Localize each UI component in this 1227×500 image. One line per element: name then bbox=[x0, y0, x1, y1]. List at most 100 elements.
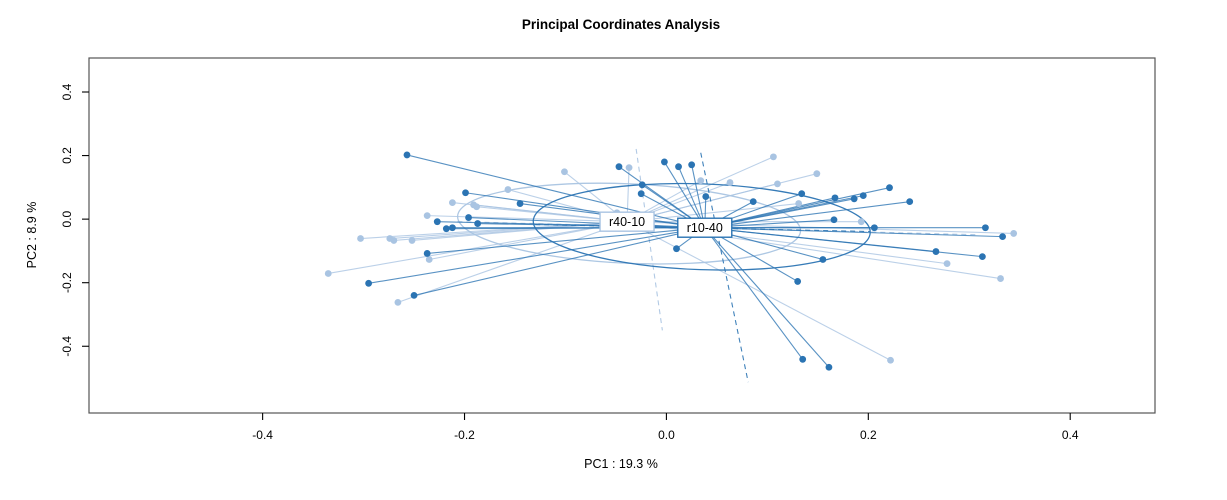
data-point bbox=[688, 161, 696, 169]
data-point bbox=[675, 163, 682, 171]
group-r10-40-lines bbox=[368, 152, 1003, 383]
centroid-label-box bbox=[677, 217, 733, 238]
spider-segment bbox=[368, 227, 705, 284]
x-tick-label: -0.2 bbox=[454, 428, 475, 442]
data-point bbox=[462, 189, 469, 197]
data-point bbox=[357, 235, 364, 242]
data-point bbox=[473, 203, 481, 211]
spider-segment bbox=[663, 161, 706, 229]
group-r40-10-points bbox=[324, 153, 1018, 364]
data-point bbox=[516, 200, 524, 207]
data-point bbox=[561, 168, 568, 176]
data-point bbox=[673, 245, 680, 253]
spider-segment bbox=[397, 221, 628, 303]
x-tick-label: 0.2 bbox=[860, 428, 877, 442]
data-point bbox=[831, 194, 839, 202]
data-point bbox=[859, 192, 867, 200]
spider-segment bbox=[704, 187, 890, 229]
data-point bbox=[410, 292, 418, 299]
centroid-label-text: r40-10 bbox=[609, 215, 645, 229]
data-point bbox=[449, 199, 456, 207]
spider-segment bbox=[406, 154, 705, 229]
group-r10-40-points bbox=[365, 151, 1006, 371]
spider-segment bbox=[704, 201, 910, 229]
data-point bbox=[819, 256, 827, 263]
spider-segment bbox=[626, 221, 891, 361]
spider-segment bbox=[413, 227, 705, 296]
data-point bbox=[408, 237, 416, 244]
spider-segment bbox=[691, 164, 706, 228]
data-point bbox=[830, 216, 838, 224]
spider-segment bbox=[626, 156, 774, 223]
x-tick-label: 0.0 bbox=[658, 428, 675, 442]
group-r40-10-lines bbox=[328, 148, 1014, 361]
x-axis-title: PC1 : 19.3 % bbox=[584, 457, 658, 471]
data-point bbox=[932, 248, 940, 255]
spider-segment bbox=[328, 221, 628, 275]
chart-title: Principal Coordinates Analysis bbox=[522, 17, 720, 32]
data-point bbox=[997, 275, 1004, 282]
y-tick-label: -0.4 bbox=[60, 336, 74, 357]
data-point bbox=[474, 220, 482, 227]
x-tick-label: -0.4 bbox=[252, 428, 273, 442]
ellipse-axis-dashed bbox=[635, 148, 663, 331]
data-point bbox=[449, 224, 456, 232]
data-point bbox=[697, 177, 705, 185]
data-point bbox=[825, 363, 833, 371]
data-point bbox=[403, 151, 411, 159]
data-point bbox=[324, 270, 332, 277]
spider-segment bbox=[704, 227, 804, 360]
data-point bbox=[795, 200, 803, 207]
data-point bbox=[465, 214, 472, 221]
centroid-label-box bbox=[599, 211, 655, 232]
data-point bbox=[638, 181, 646, 189]
y-tick-label: 0.0 bbox=[60, 210, 74, 227]
data-point bbox=[906, 198, 914, 206]
centroid-label-r40-10: r40-10 bbox=[599, 211, 655, 232]
data-point bbox=[770, 153, 777, 161]
data-point bbox=[433, 218, 441, 226]
data-point bbox=[390, 237, 398, 244]
spider-segment bbox=[427, 227, 705, 255]
data-point bbox=[850, 195, 858, 203]
data-point bbox=[749, 198, 757, 206]
data-point bbox=[625, 164, 633, 172]
data-point bbox=[423, 250, 431, 257]
data-point bbox=[615, 163, 623, 171]
y-tick-label: 0.4 bbox=[60, 83, 74, 100]
data-point bbox=[365, 279, 373, 287]
ellipse-axis-dashed bbox=[535, 223, 871, 233]
group-ellipse bbox=[532, 182, 871, 271]
data-point bbox=[774, 180, 781, 188]
centroid-label-r10-40: r10-40 bbox=[677, 217, 733, 238]
plot-frame bbox=[88, 57, 1156, 414]
data-point bbox=[702, 193, 710, 200]
spider-segment bbox=[468, 216, 705, 229]
y-axis-title: PC2 : 8.9 % bbox=[25, 202, 39, 269]
centroid-label-text: r10-40 bbox=[687, 221, 723, 235]
plot-content-layer: -0.4 -0.2 0.0 0.2 0.4 -0.4 -0.2 0.0 0.2 0.4 r40-10… bbox=[60, 57, 1156, 442]
data-point bbox=[425, 256, 433, 263]
data-point bbox=[504, 186, 512, 193]
data-point bbox=[799, 355, 807, 363]
data-point bbox=[943, 260, 951, 268]
y-tick-label: 0.2 bbox=[60, 147, 74, 164]
data-point bbox=[1010, 230, 1018, 237]
x-tick-label: 0.4 bbox=[1062, 428, 1079, 442]
data-point bbox=[423, 212, 431, 220]
data-point bbox=[999, 233, 1006, 241]
spider-segment bbox=[465, 192, 705, 229]
data-point bbox=[813, 170, 821, 178]
data-point bbox=[442, 225, 450, 233]
data-point bbox=[660, 158, 668, 166]
data-point bbox=[394, 299, 402, 306]
data-point bbox=[794, 278, 802, 285]
spider-segment bbox=[427, 215, 628, 223]
data-point bbox=[886, 184, 893, 192]
y-tick-label: -0.2 bbox=[60, 272, 74, 293]
spider-segment bbox=[626, 173, 817, 223]
data-point bbox=[798, 190, 806, 198]
data-point bbox=[726, 179, 734, 186]
